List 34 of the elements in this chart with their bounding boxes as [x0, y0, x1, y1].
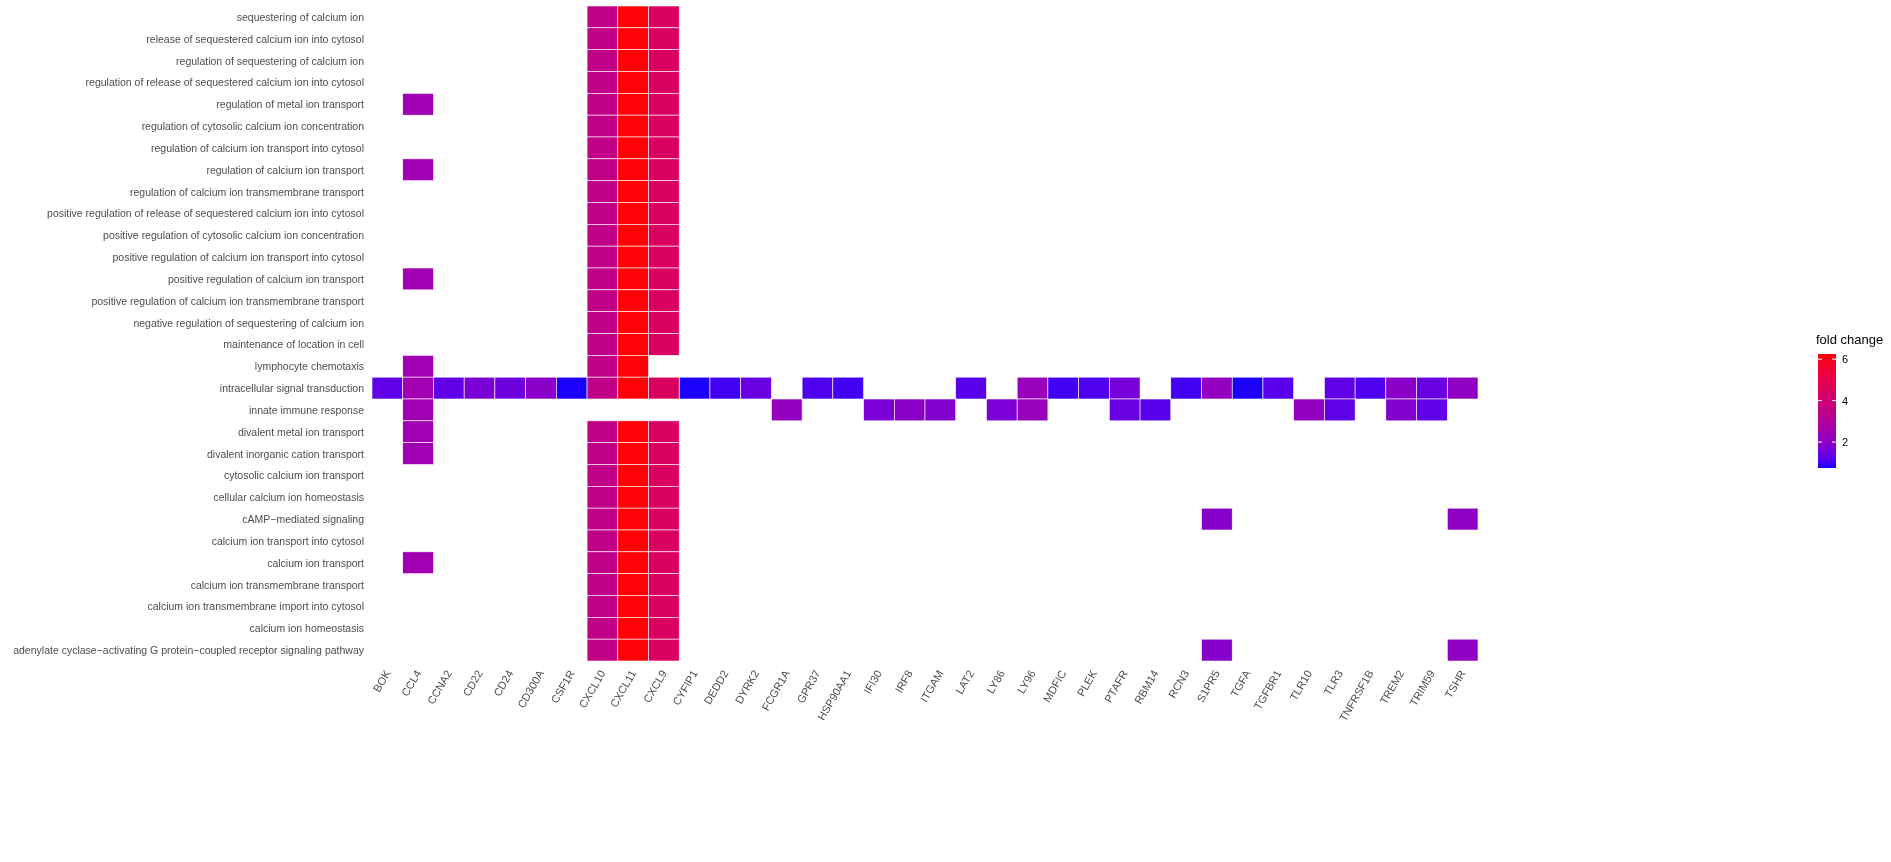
y-tick-label: calcium ion transport: [267, 556, 365, 569]
y-tick-label: sequestering of calcium ion: [236, 10, 365, 23]
y-tick-label: release of sequestered calcium ion into cytosol: [146, 32, 364, 45]
y-tick-label: calcium ion transport into cytosol: [211, 534, 364, 547]
y-tick-label: divalent inorganic cation transport: [206, 447, 365, 460]
y-tick-label: lymphocyte chemotaxis: [254, 360, 364, 373]
color-bar-label: 2: [1842, 436, 1849, 449]
y-tick-label: regulation of release of sequestered calcium ion into cytosol: [85, 76, 364, 89]
y-tick-label: regulation of calcium ion transmembrane transport: [129, 185, 365, 198]
y-tick-label: calcium ion transmembrane import into cytosol: [147, 600, 364, 613]
y-tick-label: regulation of sequestering of calcium ion: [176, 54, 365, 67]
color-bar-label: 6: [1842, 353, 1849, 366]
y-tick-label: positive regulation of calcium ion transport: [167, 272, 365, 285]
y-tick-label: negative regulation of sequestering of calcium ion: [133, 316, 365, 329]
y-tick-label: regulation of metal ion transport: [216, 98, 365, 111]
y-tick-label: cAMP−mediated signaling: [242, 513, 365, 526]
y-tick-label: divalent metal ion transport: [237, 425, 365, 438]
y-tick-label: cellular calcium ion homeostasis: [213, 491, 364, 504]
y-tick-label: positive regulation of calcium ion transmembrane transport: [91, 294, 365, 307]
y-tick-label: innate immune response: [249, 403, 365, 416]
color-bar-label: 4: [1842, 394, 1849, 407]
y-tick-label: maintenance of location in cell: [223, 338, 364, 351]
y-tick-label: regulation of calcium ion transport into cytosol: [150, 141, 364, 154]
y-tick-label: positive regulation of release of sequestered calcium ion into cytosol: [47, 207, 364, 220]
y-tick-label: positive regulation of calcium ion transport into cytosol: [112, 251, 364, 264]
y-tick-label: adenylate cyclase−activating G protein−coupled receptor signaling pathway: [13, 644, 365, 657]
y-tick-label: regulation of cytosolic calcium ion concentration: [141, 120, 365, 133]
color-bar-title: fold change: [1816, 332, 1884, 347]
y-tick-label: calcium ion homeostasis: [249, 622, 364, 635]
y-tick-label: positive regulation of cytosolic calcium ion concentration: [103, 229, 365, 242]
y-tick-label: calcium ion transmembrane transport: [190, 578, 365, 591]
y-tick-label: regulation of calcium ion transport: [206, 163, 365, 176]
y-tick-label: cytosolic calcium ion transport: [223, 469, 365, 482]
y-tick-label: intracellular signal transduction: [219, 382, 365, 395]
